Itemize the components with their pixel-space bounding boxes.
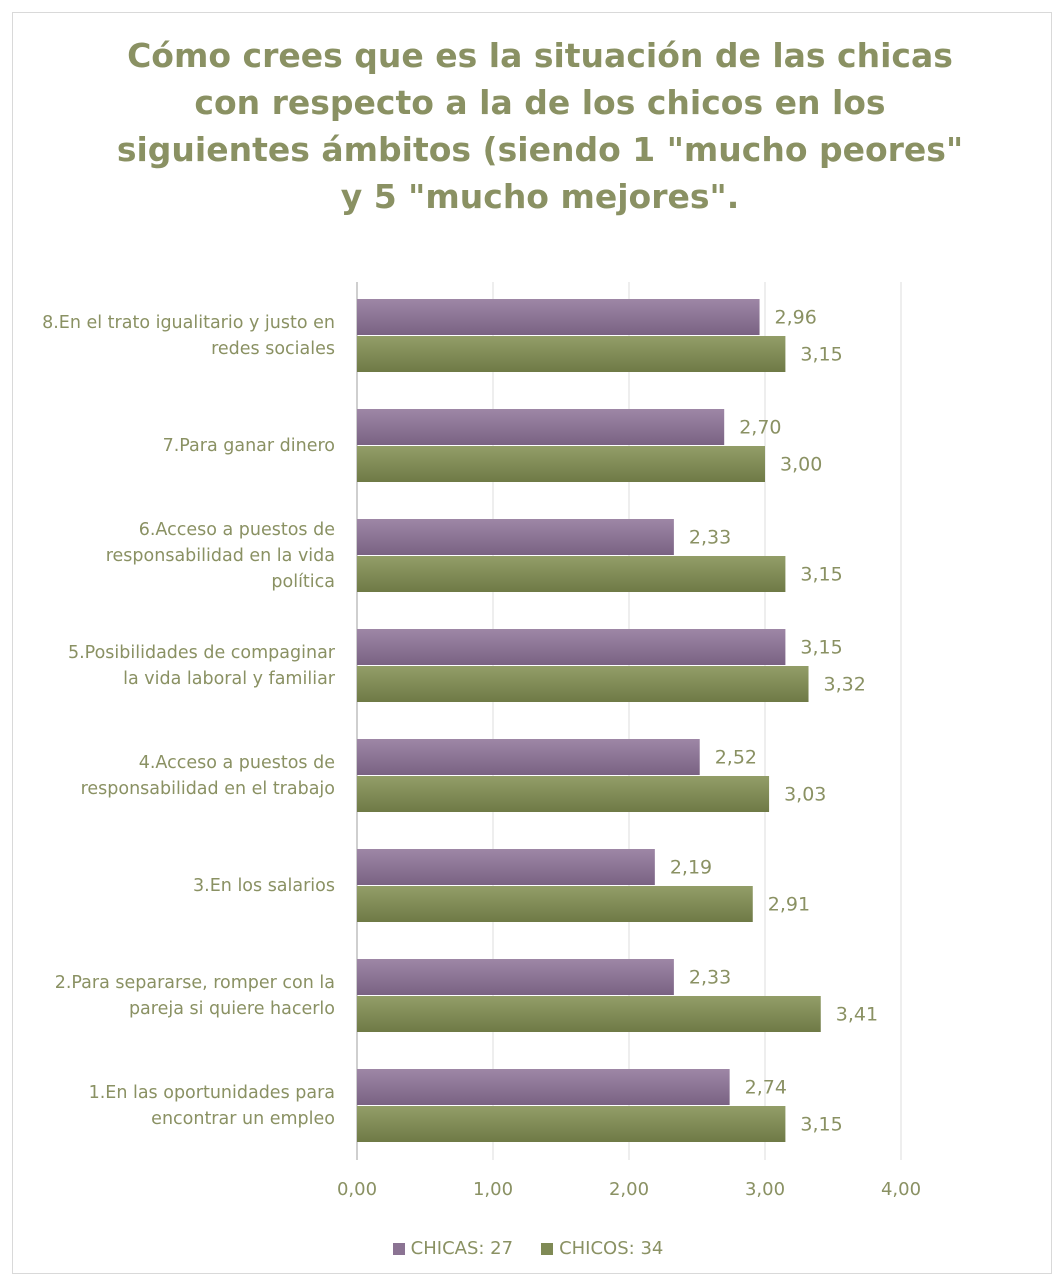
category-label-line: responsabilidad en la vida (105, 545, 335, 566)
bar-chicas (357, 519, 674, 555)
category-label-line: 1.En las oportunidades para (88, 1082, 335, 1103)
data-label: 2,52 (715, 747, 757, 769)
legend-label-chicas: CHICAS: 27 (410, 1238, 514, 1259)
category-label-line: responsabilidad en el trabajo (80, 778, 335, 799)
legend-item-chicos: CHICOS: 34 (541, 1238, 663, 1259)
legend-item-chicas: CHICAS: 27 (392, 1238, 514, 1259)
bar-chicos (357, 666, 809, 702)
data-label: 2,33 (689, 527, 731, 549)
bar-chicos (357, 996, 821, 1032)
category-label: 5.Posibilidades de compaginar la vida lab… (5, 640, 335, 692)
bar-chicas (357, 849, 655, 885)
data-label: 3,15 (800, 637, 842, 659)
x-tick-label: 0,00 (337, 1179, 377, 1200)
category-label: 8.En el trato igualitario y justo en rede… (5, 310, 335, 362)
category-label-line: 3.En los salarios (193, 875, 335, 896)
bar-chicas (357, 299, 760, 335)
category-label-line: 6.Acceso a puestos de (138, 519, 335, 540)
category-label-line: encontrar un empleo (151, 1108, 335, 1129)
bar-chicos (357, 446, 765, 482)
data-label: 3,15 (800, 564, 842, 586)
chart-title-line: con respecto a la de los chicos en los (194, 83, 886, 122)
category-label-line: 4.Acceso a puestos de (138, 752, 335, 773)
category-label-line: 5.Posibilidades de compaginar (67, 642, 335, 663)
bar-chicas (357, 1069, 730, 1105)
chart-title: Cómo crees que es la situación de las ch… (0, 32, 1056, 220)
data-label: 3,00 (780, 454, 822, 476)
category-label: 6.Acceso a puestos de responsabilidad en … (5, 517, 335, 595)
chart-title-line: y 5 "mucho mejores". (340, 177, 740, 216)
bar-chicos (357, 336, 786, 372)
category-label-line: pareja si quiere hacerlo (128, 998, 335, 1019)
data-label: 2,19 (670, 857, 712, 879)
chart-title-line: Cómo crees que es la situación de las ch… (127, 36, 953, 75)
category-label-line: redes sociales (211, 338, 335, 359)
bar-chicos (357, 556, 786, 592)
x-tick-label: 1,00 (473, 1179, 513, 1200)
category-label-line: política (271, 571, 335, 592)
bar-chicas (357, 959, 674, 995)
category-label-line: 8.En el trato igualitario y justo en (42, 312, 335, 333)
data-label: 3,15 (800, 1114, 842, 1136)
bar-chicas (357, 629, 786, 665)
data-label: 2,74 (745, 1077, 787, 1099)
x-tick-label: 3,00 (745, 1179, 785, 1200)
bar-chicos (357, 886, 753, 922)
legend: CHICAS: 27 CHICOS: 34 (0, 1238, 1056, 1259)
category-label-line: 7.Para ganar dinero (162, 435, 335, 456)
data-label: 3,15 (800, 344, 842, 366)
category-label: 7.Para ganar dinero (5, 433, 335, 459)
category-label: 4.Acceso a puestos de responsabilidad en … (5, 750, 335, 802)
data-label: 2,91 (768, 894, 810, 916)
category-label-line: la vida laboral y familiar (123, 668, 335, 689)
data-label: 2,33 (689, 967, 731, 989)
bar-chicos (357, 1106, 786, 1142)
category-label: 2.Para separarse, romper con la pareja si… (5, 970, 335, 1022)
legend-swatch-chicas (392, 1242, 405, 1255)
category-label-line: 2.Para separarse, romper con la (54, 972, 335, 993)
x-tick-label: 4,00 (881, 1179, 921, 1200)
bar-chicos (357, 776, 770, 812)
category-label: 1.En las oportunidades para encontrar un … (5, 1080, 335, 1132)
category-label: 3.En los salarios (5, 873, 335, 899)
data-label: 2,96 (775, 307, 817, 329)
chart-title-line: siguientes ámbitos (siendo 1 "mucho peor… (116, 130, 964, 169)
data-label: 3,32 (824, 674, 866, 696)
legend-swatch-chicos (541, 1242, 554, 1255)
bar-chicas (357, 739, 700, 775)
data-label: 3,03 (784, 784, 826, 806)
bar-chicas (357, 409, 725, 445)
legend-label-chicos: CHICOS: 34 (559, 1238, 664, 1259)
data-label: 3,41 (836, 1004, 878, 1026)
x-tick-label: 2,00 (609, 1179, 649, 1200)
data-label: 2,70 (739, 417, 781, 439)
